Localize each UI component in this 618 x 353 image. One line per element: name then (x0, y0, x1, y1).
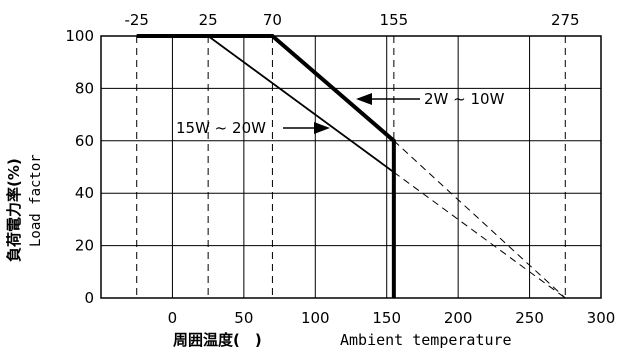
y-axis-title-en: Load factor (28, 154, 44, 247)
x-tick-label: 250 (515, 309, 544, 327)
y-tick-label: 40 (75, 184, 94, 202)
y-tick-label: 20 (75, 237, 94, 255)
series-layer (136, 34, 566, 299)
top-tick-label: 70 (263, 11, 282, 29)
y-axis-label-en: Load factor (28, 154, 44, 247)
y-tick-label: 80 (75, 79, 94, 97)
y-tick-label: 60 (75, 132, 94, 150)
x-axis-title-cjk: 周囲温度( ) (173, 331, 262, 349)
series-extension-line (393, 171, 566, 299)
top-tick-labels: -25 25 70 155 275 (124, 11, 579, 29)
x-tick-labels: 0 50 100 150 200 250 300 (168, 309, 616, 327)
top-tick-label: -25 (124, 11, 149, 29)
grid-lines (101, 36, 601, 298)
x-tick-label: 0 (168, 309, 178, 327)
x-tick-label: 200 (444, 309, 473, 327)
x-tick-label: 300 (587, 309, 616, 327)
annotation-arrow-head (356, 93, 372, 105)
y-tick-labels: 0 20 40 60 80 100 (65, 27, 94, 307)
y-tick-label: 0 (84, 289, 94, 307)
plot-border (100, 35, 602, 299)
top-tick-label: 155 (380, 11, 409, 29)
annotation-label-2w-10w: 2W ~ 10W (424, 90, 505, 108)
top-tick-label: 25 (199, 11, 218, 29)
annotation-15w-20w: 15W ~ 20W (176, 119, 330, 137)
annotation-label-15w-20w: 15W ~ 20W (176, 119, 266, 137)
y-axis-label-cjk: 負荷電力率(%) (5, 158, 23, 262)
y-tick-label: 100 (65, 27, 94, 45)
annotation-arrow-head (314, 122, 330, 134)
top-tick-label: 275 (551, 11, 580, 29)
x-axis-title-en: Ambient temperature (340, 331, 512, 349)
series-line (136, 34, 396, 298)
temperature-guide-lines (136, 36, 566, 298)
x-tick-label: 150 (372, 309, 401, 327)
annotation-2w-10w: 2W ~ 10W (356, 90, 505, 108)
x-tick-label: 100 (301, 309, 330, 327)
y-axis-title-cjk: 負荷電力率(%) (5, 158, 23, 262)
plot-frame (100, 35, 602, 299)
series-extension-line (393, 140, 566, 299)
series-line (136, 35, 395, 173)
x-tick-label: 50 (234, 309, 253, 327)
